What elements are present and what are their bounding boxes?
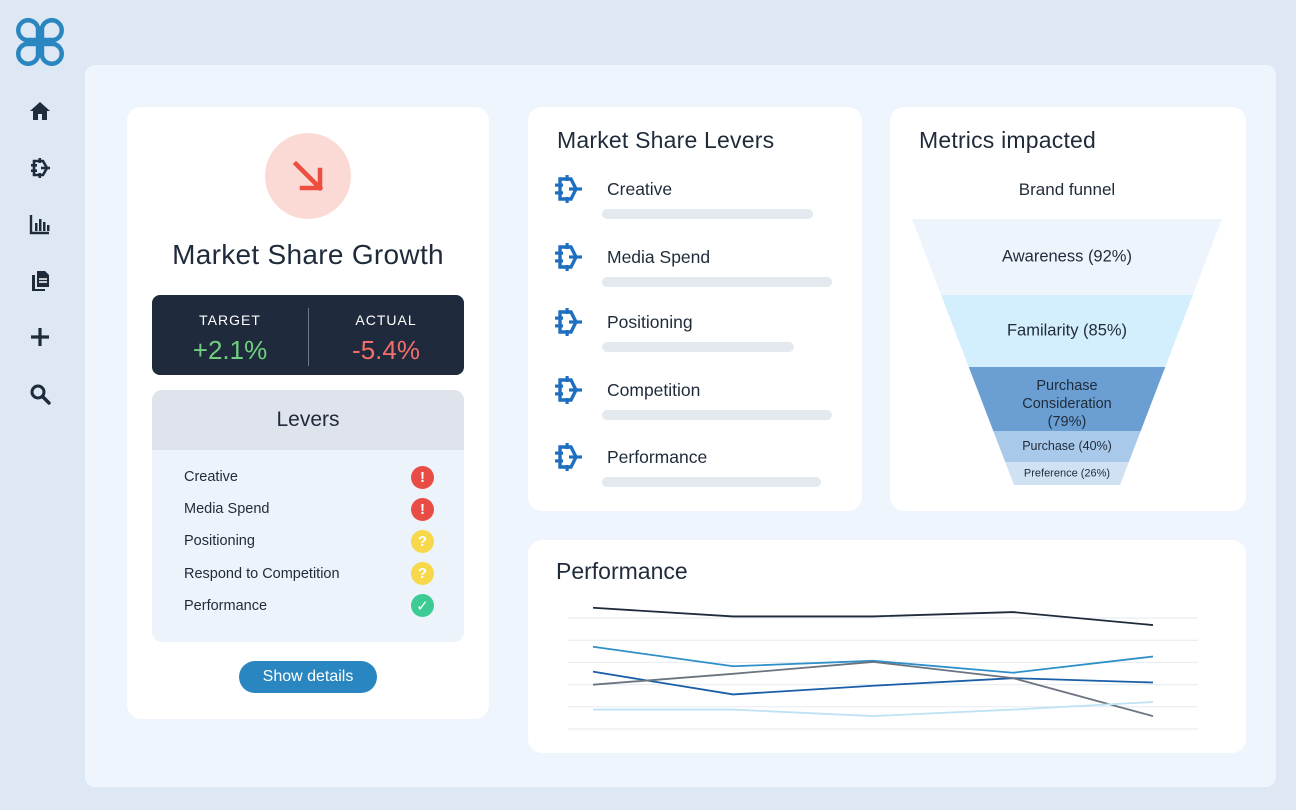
funnel-segment [968, 367, 1166, 431]
performance-card: Performance [528, 540, 1246, 753]
lever-item-label: Performance [607, 447, 708, 467]
plus-icon[interactable] [26, 323, 54, 351]
levers-title: Levers [152, 390, 464, 450]
growth-title: Market Share Growth [172, 239, 444, 270]
funnel-label: Preference (26%) [1024, 467, 1110, 479]
lever-item[interactable]: Creative [552, 173, 852, 223]
funnel-segment [912, 219, 1222, 295]
target-icon [555, 376, 582, 404]
levers-panel: Levers Creative! Media Spend! Positioning?… [152, 390, 464, 642]
lever-progress-bar [602, 477, 821, 487]
question-icon: ? [411, 562, 434, 586]
lever-row: Positioning? [184, 528, 434, 554]
target-value: +2.1% [192, 335, 268, 365]
performance-line-chart [568, 606, 1198, 730]
series-line [592, 645, 1154, 674]
lever-item-label: Competition [607, 380, 701, 400]
lever-label: Performance [184, 597, 268, 614]
funnel-label: Consideration [1022, 396, 1111, 412]
main-panel: Market Share Growth TARGET +2.1% ACTUAL … [85, 65, 1276, 787]
lever-item-label: Creative [607, 179, 673, 199]
kpi-divider [308, 308, 309, 366]
lever-label: Creative [184, 469, 238, 485]
series-line [592, 670, 1154, 696]
series-line [593, 701, 1154, 717]
lever-item[interactable]: Competition [552, 374, 852, 424]
funnel-title: Brand funnel [1018, 180, 1116, 199]
actual-value: -5.4% [352, 335, 420, 365]
actual-kpi: ACTUAL -5.4% [308, 295, 464, 375]
alert-icon: ! [411, 497, 434, 521]
brand-funnel: Awareness (92%) Familarity (85%) Purchase C… [912, 219, 1222, 485]
lever-item-label: Positioning [607, 312, 693, 332]
lever-row: Respond to Competition? [184, 561, 434, 587]
lever-label: Respond to Competition [184, 565, 340, 582]
funnel-label: Purchase (40%) [1022, 439, 1112, 453]
market-share-levers-card: Market Share Levers Creative Media Spend P… [528, 107, 862, 511]
target-icon [555, 443, 582, 471]
funnel-label: Awareness (92%) [1002, 247, 1132, 265]
lever-item[interactable]: Positioning [552, 306, 852, 356]
search-icon[interactable] [26, 380, 54, 408]
lever-item-label: Media Spend [607, 247, 711, 267]
target-icon [555, 243, 582, 271]
series-line [592, 661, 1154, 717]
market-share-growth-card: Market Share Growth TARGET +2.1% ACTUAL … [127, 107, 489, 719]
metrics-card-title: Metrics impacted [919, 127, 1097, 153]
funnel-segment [993, 431, 1141, 462]
metrics-impacted-card: Metrics impacted Brand funnel Awareness … [890, 107, 1246, 511]
arrow-down-right-icon [265, 133, 351, 219]
lever-item[interactable]: Performance [552, 441, 852, 491]
target-kpi: TARGET +2.1% [152, 295, 308, 375]
question-icon: ? [411, 529, 434, 553]
alert-icon: ! [411, 465, 434, 489]
clover-logo[interactable] [14, 16, 66, 68]
actual-label: ACTUAL [355, 312, 417, 328]
lever-progress-bar [602, 342, 794, 352]
lever-row: Creative! [184, 464, 434, 490]
sidebar [0, 0, 82, 810]
lever-progress-bar [602, 209, 813, 219]
bar-chart-icon[interactable] [26, 210, 54, 238]
target-icon[interactable] [26, 154, 54, 182]
target-icon [555, 175, 582, 203]
lever-progress-bar [602, 277, 832, 287]
lever-label: Positioning [184, 533, 255, 550]
home-icon[interactable] [26, 97, 54, 125]
documents-icon[interactable] [26, 267, 54, 295]
kpi-panel: TARGET +2.1% ACTUAL -5.4% [152, 295, 464, 375]
lever-progress-bar [602, 410, 832, 420]
funnel-label: (79%) [1048, 414, 1087, 430]
lever-label: Media Spend [184, 501, 270, 518]
lever-row: Performance ✓ [184, 593, 434, 619]
target-label: TARGET [199, 312, 261, 328]
series-line [592, 606, 1154, 626]
performance-title: Performance [556, 558, 688, 584]
funnel-segment [941, 295, 1193, 367]
funnel-label: Purchase [1036, 378, 1097, 394]
target-icon [555, 308, 582, 336]
show-details-button[interactable]: Show details [239, 661, 377, 693]
lever-item[interactable]: Media Spend [552, 241, 852, 291]
lever-row: Media Spend! [184, 496, 434, 522]
check-icon: ✓ [411, 594, 434, 618]
funnel-segment [1005, 462, 1129, 485]
funnel-label: Familarity (85%) [1007, 321, 1127, 339]
levers-card-title: Market Share Levers [557, 127, 775, 153]
